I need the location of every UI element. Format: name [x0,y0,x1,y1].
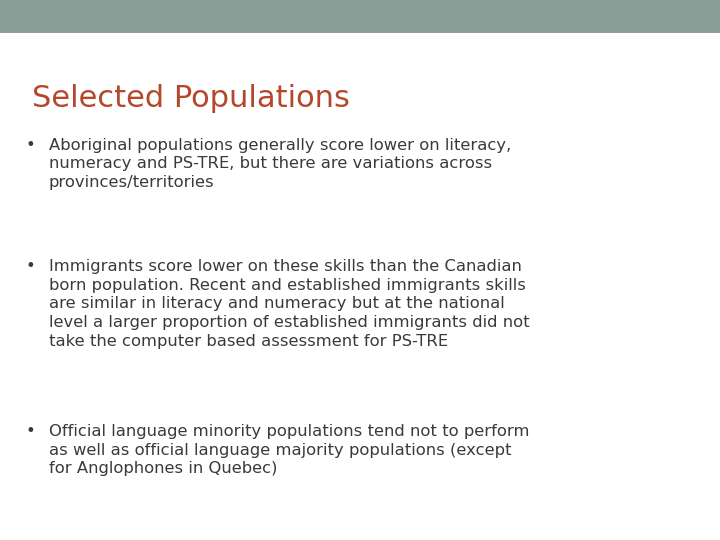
Text: Immigrants score lower on these skills than the Canadian
born population. Recent: Immigrants score lower on these skills t… [49,259,530,349]
Text: •: • [25,424,35,439]
Text: Official language minority populations tend not to perform
as well as official l: Official language minority populations t… [49,424,529,476]
Text: •: • [25,138,35,153]
Text: Selected Populations: Selected Populations [32,84,349,113]
Text: Aboriginal populations generally score lower on literacy,
numeracy and PS-TRE, b: Aboriginal populations generally score l… [49,138,511,190]
Text: •: • [25,259,35,274]
Bar [0,0,720,33]
